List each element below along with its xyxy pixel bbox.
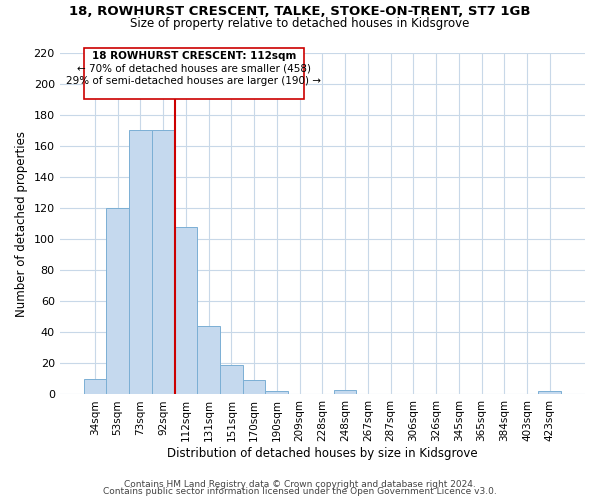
Bar — [152, 130, 175, 394]
Text: Contains HM Land Registry data © Crown copyright and database right 2024.: Contains HM Land Registry data © Crown c… — [124, 480, 476, 489]
Bar — [334, 390, 356, 394]
Bar — [243, 380, 265, 394]
Bar — [175, 226, 197, 394]
Bar — [265, 392, 288, 394]
Text: ← 70% of detached houses are smaller (458): ← 70% of detached houses are smaller (45… — [77, 64, 311, 74]
Text: 18 ROWHURST CRESCENT: 112sqm: 18 ROWHURST CRESCENT: 112sqm — [92, 51, 296, 61]
X-axis label: Distribution of detached houses by size in Kidsgrove: Distribution of detached houses by size … — [167, 447, 478, 460]
Text: Contains public sector information licensed under the Open Government Licence v3: Contains public sector information licen… — [103, 487, 497, 496]
Text: Size of property relative to detached houses in Kidsgrove: Size of property relative to detached ho… — [130, 18, 470, 30]
Text: 18, ROWHURST CRESCENT, TALKE, STOKE-ON-TRENT, ST7 1GB: 18, ROWHURST CRESCENT, TALKE, STOKE-ON-T… — [69, 5, 531, 18]
Bar — [220, 365, 243, 394]
Bar — [106, 208, 129, 394]
Bar — [129, 130, 152, 394]
Y-axis label: Number of detached properties: Number of detached properties — [15, 130, 28, 316]
Bar — [83, 379, 106, 394]
Bar — [197, 326, 220, 394]
FancyBboxPatch shape — [83, 48, 304, 100]
Bar — [538, 392, 561, 394]
Text: 29% of semi-detached houses are larger (190) →: 29% of semi-detached houses are larger (… — [67, 76, 322, 86]
